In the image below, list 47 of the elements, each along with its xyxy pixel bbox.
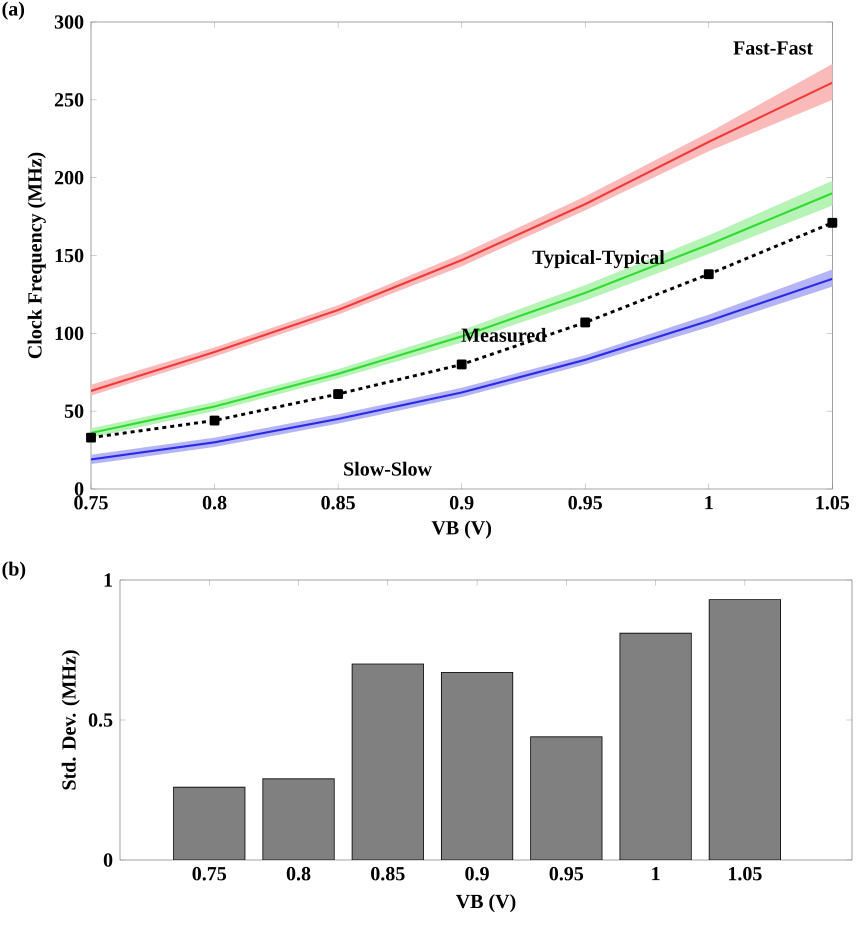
x-tick-label: 0.8	[286, 866, 310, 881]
x-tick-label: 0.75	[192, 866, 226, 881]
y-tick-label: 300	[54, 15, 84, 29]
y-tick-label: 150	[56, 248, 84, 262]
x-tick-label: 0.9	[450, 496, 474, 510]
x-tick-label: 0.8	[202, 496, 226, 510]
bar	[352, 664, 424, 860]
bar	[441, 672, 513, 860]
y-tick-label: 0	[74, 482, 84, 496]
y-tick-label: 50	[64, 404, 84, 418]
point	[456, 360, 467, 370]
x-tick-label: 1.05	[816, 496, 850, 510]
x-tick-label: 0.95	[568, 496, 602, 510]
bar	[620, 633, 692, 860]
point	[704, 269, 714, 280]
x-axis-title: VB (V)	[456, 894, 516, 912]
text: (b)	[2, 562, 26, 580]
series-label: Fast-Fast	[733, 41, 813, 55]
y-tick-label: 200	[54, 170, 84, 184]
x-tick-label: 0.75	[74, 496, 108, 510]
point	[827, 218, 838, 228]
x-tick-label: 0.85	[321, 496, 355, 510]
x-tick-label: 1	[652, 866, 660, 880]
point	[580, 317, 590, 328]
x-tick-label: 0.9	[465, 866, 489, 881]
y-tick-label: 0	[104, 853, 112, 867]
x-tick-label: 1.05	[728, 866, 762, 881]
text: (a)	[2, 2, 24, 20]
y-tick-label: 1	[104, 573, 112, 587]
x-axis-title: VB (V)	[432, 520, 492, 539]
y-tick-label: 0.5	[88, 713, 112, 727]
point	[86, 432, 96, 443]
point	[210, 416, 220, 426]
bar	[174, 787, 245, 860]
text: Slow-Slow	[344, 462, 432, 476]
x-tick-label: 1	[705, 496, 713, 510]
bar	[530, 736, 602, 860]
y-tick-label: 250	[54, 93, 84, 107]
point	[333, 389, 344, 399]
y-tick-label: 100	[56, 326, 84, 340]
x-tick-label: 0.95	[550, 866, 584, 881]
y-axis-title: Clock Frequency (MHz)	[28, 152, 46, 358]
bar	[708, 599, 781, 860]
series-label: Typical-Typical	[532, 250, 664, 268]
bar	[262, 778, 334, 860]
x-tick-label: 0.85	[371, 866, 405, 881]
y-axis-title: Std. Dev. (MHz)	[62, 650, 80, 790]
